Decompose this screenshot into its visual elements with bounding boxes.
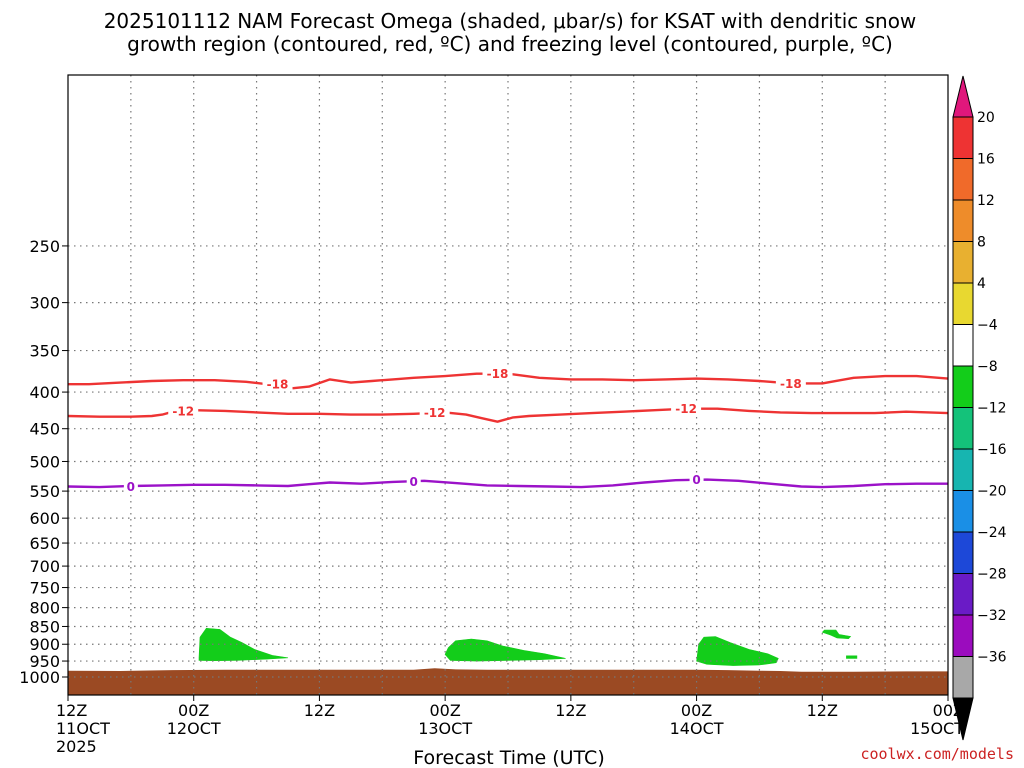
contour-label-0: 0 — [127, 480, 135, 494]
x-axis-label: Forecast Time (UTC) — [413, 747, 604, 768]
ytick-label-800: 800 — [29, 599, 60, 618]
contour-label--18: -18 — [780, 377, 802, 391]
colorbar-swatch-9 — [952, 490, 974, 533]
xtick-label-84-2: 15OCT — [910, 719, 964, 738]
ytick-label-650: 650 — [29, 534, 60, 553]
ytick-label-850: 850 — [29, 617, 60, 636]
ytick-label-450: 450 — [29, 420, 60, 439]
ytick-label-900: 900 — [29, 635, 60, 654]
plot-frame — [67, 74, 949, 696]
colorbar-level-5: −4 — [977, 318, 998, 334]
ytick-label-750: 750 — [29, 579, 60, 598]
credit-text: coolwx.com/models — [860, 745, 1014, 763]
colorbar-bottom-arrow — [952, 697, 974, 741]
xtick-label-12-2: 12OCT — [167, 719, 221, 738]
colorbar-swatch-2 — [952, 199, 974, 242]
ytick-label-300: 300 — [29, 294, 60, 313]
omega-region-3 — [696, 636, 779, 666]
colorbar-level-3: 8 — [977, 235, 986, 251]
contour-label--12: -12 — [424, 406, 446, 420]
colorbar-swatch-1 — [952, 158, 974, 201]
colorbar-level-9: −20 — [977, 484, 1007, 500]
colorbar-level-13: −36 — [977, 650, 1007, 666]
colorbar-swatch-11 — [952, 573, 974, 616]
colorbar-level-0: 20 — [977, 110, 995, 126]
ytick-label-400: 400 — [29, 383, 60, 402]
colorbar-level-11: −28 — [977, 567, 1007, 583]
omega-region-4 — [821, 629, 852, 640]
contour-label--18: -18 — [487, 367, 509, 381]
colorbar-level-4: 4 — [977, 276, 986, 292]
xtick-label-60-2: 14OCT — [670, 719, 724, 738]
title-block: 2025101112 NAM Forecast Omega (shaded, μ… — [104, 9, 917, 56]
colorbar-level-1: 16 — [977, 152, 995, 168]
ytick-label-500: 500 — [29, 452, 60, 471]
xtick-label-0-1: 12Z — [56, 701, 87, 720]
xtick-label-36-1: 00Z — [429, 701, 460, 720]
colorbar-level-2: 12 — [977, 193, 995, 209]
xtick-label-72-1: 12Z — [807, 701, 838, 720]
ytick-label-550: 550 — [29, 482, 60, 501]
xtick-label-24-1: 12Z — [304, 701, 335, 720]
colorbar-swatch-12 — [952, 614, 974, 657]
contour-label-bg — [671, 401, 702, 416]
colorbar-level-10: −24 — [977, 525, 1007, 541]
colorbar-swatch-0 — [952, 116, 974, 159]
contour-label--12: -12 — [675, 402, 697, 416]
xtick-label-36-2: 13OCT — [418, 719, 472, 738]
chart-title-line-2: growth region (contoured, red, ºC) and f… — [127, 32, 893, 56]
contour-label--18: -18 — [267, 378, 289, 392]
colorbar-swatch-13 — [952, 656, 974, 699]
contour-label-0: 0 — [410, 475, 418, 489]
contour-label-bg — [419, 405, 450, 420]
xtick-label-48-1: 12Z — [555, 701, 586, 720]
colorbar-swatch-3 — [952, 241, 974, 284]
contour-label--12: -12 — [172, 404, 194, 418]
colorbar-swatch-4 — [952, 282, 974, 325]
colorbar-level-6: −8 — [977, 359, 998, 375]
contour-label-bg — [262, 377, 293, 392]
colorbar-level-8: −16 — [977, 442, 1007, 458]
colorbar-top-arrow — [952, 75, 974, 118]
colorbar-swatch-6 — [952, 365, 974, 408]
xtick-label-60-1: 00Z — [681, 701, 712, 720]
ytick-label-600: 600 — [29, 509, 60, 528]
colorbar-level-7: −12 — [977, 401, 1007, 417]
contour-label-0: 0 — [692, 473, 700, 487]
xtick-label-12-1: 00Z — [178, 701, 209, 720]
colorbar-swatch-8 — [952, 448, 974, 491]
contour-label-bg — [168, 403, 199, 418]
ytick-label-1000: 1000 — [19, 668, 60, 687]
xtick-label-0-2: 11OCT — [56, 719, 110, 738]
contour-label-bg — [123, 479, 138, 494]
ytick-label-950: 950 — [29, 652, 60, 671]
colorbar-swatch-5 — [952, 324, 974, 367]
contour-label-bg — [482, 366, 513, 381]
chart-title-line-1: 2025101112 NAM Forecast Omega (shaded, μ… — [104, 9, 917, 33]
ytick-label-700: 700 — [29, 557, 60, 576]
colorbar-level-12: −32 — [977, 608, 1007, 624]
contour-label-bg — [775, 376, 806, 391]
colorbar-swatch-10 — [952, 531, 974, 574]
colorbar-swatch-7 — [952, 407, 974, 450]
ytick-label-350: 350 — [29, 342, 60, 361]
contour-line-dgz--12 — [67, 407, 949, 423]
contour-line-freezing-0 — [67, 478, 948, 489]
omega-region-5 — [846, 655, 858, 659]
xtick-label-0-3: 2025 — [56, 737, 97, 756]
colorbar: 20 16 12 8 4 −4 −8 −12 −16 −20 −24 −28 −32 −36 — [952, 75, 1007, 741]
ytick-label-250: 250 — [29, 237, 60, 256]
contour-label-bg — [689, 472, 704, 487]
omega-region-2 — [444, 638, 566, 662]
contour-label-bg — [406, 474, 421, 489]
